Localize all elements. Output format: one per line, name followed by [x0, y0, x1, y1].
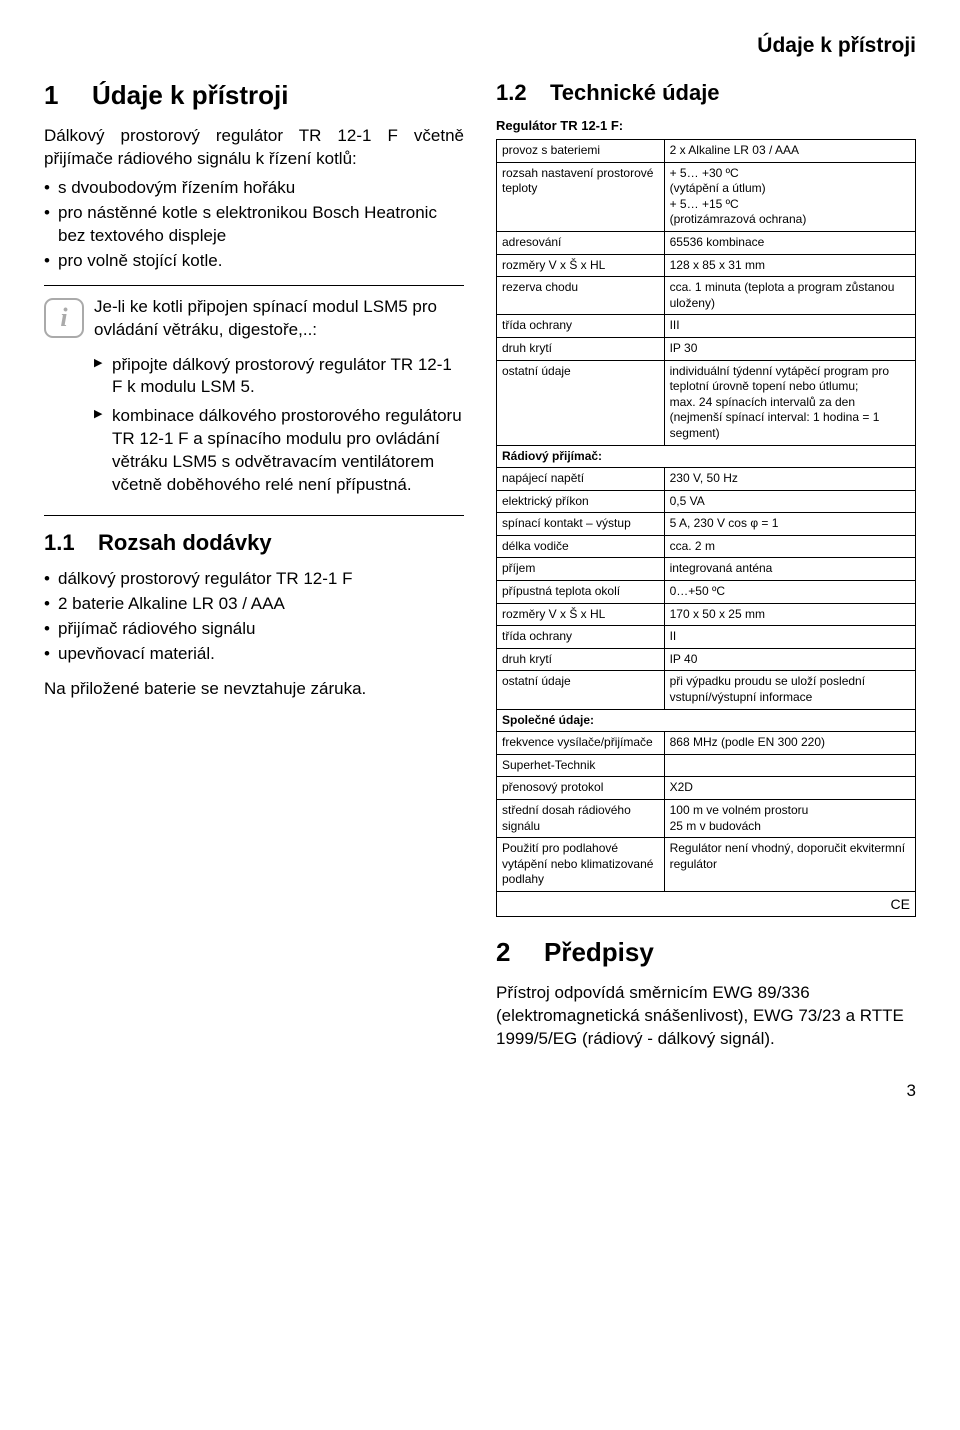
spec-section-header: Společné údaje:: [497, 709, 916, 732]
spec-value: 5 A, 230 V cos φ = 1: [664, 513, 915, 536]
list-item: s dvoubodovým řízením hořáku: [44, 177, 464, 200]
spec-key: adresování: [497, 231, 665, 254]
spec-key: přenosový protokol: [497, 777, 665, 800]
spec-value: cca. 2 m: [664, 535, 915, 558]
spec-key: přípustná teplota okolí: [497, 581, 665, 604]
delivery-list: dálkový prostorový regulátor TR 12-1 F 2…: [44, 568, 464, 666]
spec-key: rezerva chodu: [497, 277, 665, 315]
spec-key: rozměry V x Š x HL: [497, 254, 665, 277]
spec-key: ostatní údaje: [497, 360, 665, 445]
section-1-2-heading: 1.2 Technické údaje: [496, 80, 916, 106]
section-number: 1: [44, 80, 92, 111]
spec-value: 0,5 VA: [664, 490, 915, 513]
spec-value: 65536 kombinace: [664, 231, 915, 254]
list-item: pro nástěnné kotle s elektronikou Bosch …: [44, 202, 464, 248]
spec-value: 868 MHz (podle EN 300 220): [664, 732, 915, 755]
spec-value: X2D: [664, 777, 915, 800]
info-body: Je-li ke kotli připojen spínací modul LS…: [94, 296, 464, 504]
section-number: 1.2: [496, 80, 550, 106]
info-paragraph: Je-li ke kotli připojen spínací modul LS…: [94, 296, 464, 342]
spec-section-header: Rádiový přijímač:: [497, 445, 916, 468]
section-number: 2: [496, 937, 544, 968]
section-1-1-heading: 1.1 Rozsah dodávky: [44, 530, 464, 556]
spec-value: 100 m ve volném prostoru 25 m v budovách: [664, 800, 915, 838]
spec-key: délka vodiče: [497, 535, 665, 558]
spec-key: druh krytí: [497, 648, 665, 671]
spec-value: cca. 1 minuta (teplota a program zůstano…: [664, 277, 915, 315]
spec-key: Použití pro podlahové vytápění nebo klim…: [497, 838, 665, 892]
intro-paragraph: Dálkový prostorový regulátor TR 12-1 F v…: [44, 125, 464, 171]
spec-key: frekvence vysílače/přijímače: [497, 732, 665, 755]
spec-key: rozsah nastavení prostorové teploty: [497, 162, 665, 231]
spec-value: [664, 754, 915, 777]
spec-value: III: [664, 315, 915, 338]
spec-value: 2 x Alkaline LR 03 / AAA: [664, 140, 915, 163]
spec-value: integrovaná anténa: [664, 558, 915, 581]
page-number: 3: [44, 1081, 916, 1101]
info-callout: i Je-li ke kotli připojen spínací modul …: [44, 285, 464, 517]
list-item: pro volně stojící kotle.: [44, 250, 464, 273]
list-item: připojte dálkový prostorový regulátor TR…: [94, 354, 464, 400]
section-2-heading: 2 Předpisy: [496, 937, 916, 968]
running-header: Údaje k přístroji: [44, 34, 916, 58]
info-icon: i: [44, 298, 84, 338]
spec-value: 0…+50 ºC: [664, 581, 915, 604]
spec-key: druh krytí: [497, 337, 665, 360]
left-column: 1 Údaje k přístroji Dálkový prostorový r…: [44, 80, 464, 1055]
spec-key: rozměry V x Š x HL: [497, 603, 665, 626]
spec-value: 128 x 85 x 31 mm: [664, 254, 915, 277]
intro-bullet-list: s dvoubodovým řízením hořáku pro nástěnn…: [44, 177, 464, 273]
right-column: 1.2 Technické údaje Regulátor TR 12-1 F:…: [496, 80, 916, 1055]
section-1-heading: 1 Údaje k přístroji: [44, 80, 464, 111]
list-item: dálkový prostorový regulátor TR 12-1 F: [44, 568, 464, 591]
spec-key: provoz s bateriemi: [497, 140, 665, 163]
section-title: Rozsah dodávky: [98, 530, 272, 556]
section-number: 1.1: [44, 530, 98, 556]
ce-mark: CE: [497, 891, 916, 916]
spec-value: individuální týdenní vytápěcí program pr…: [664, 360, 915, 445]
section-title: Technické údaje: [550, 80, 720, 106]
spec-value: IP 30: [664, 337, 915, 360]
spec-value: + 5… +30 ºC (vytápění a útlum) + 5… +15 …: [664, 162, 915, 231]
list-item: 2 baterie Alkaline LR 03 / AAA: [44, 593, 464, 616]
spec-key: napájecí napětí: [497, 468, 665, 491]
list-item: kombinace dálkového prostorového regulát…: [94, 405, 464, 497]
section-title: Předpisy: [544, 937, 654, 968]
regulations-paragraph: Přístroj odpovídá směrnicím EWG 89/336 (…: [496, 982, 916, 1051]
spec-key: elektrický příkon: [497, 490, 665, 513]
spec-subhead: Regulátor TR 12-1 F:: [496, 118, 916, 133]
list-item: upevňovací materiál.: [44, 643, 464, 666]
info-sub-list: připojte dálkový prostorový regulátor TR…: [94, 354, 464, 498]
spec-value: při výpadku proudu se uloží poslední vst…: [664, 671, 915, 709]
spec-value: 230 V, 50 Hz: [664, 468, 915, 491]
spec-value: Regulátor není vhodný, doporučit ekviter…: [664, 838, 915, 892]
spec-key: třída ochrany: [497, 315, 665, 338]
spec-value: II: [664, 626, 915, 649]
section-title: Údaje k přístroji: [92, 80, 289, 111]
spec-table: provoz s bateriemi2 x Alkaline LR 03 / A…: [496, 139, 916, 917]
spec-key: Superhet-Technik: [497, 754, 665, 777]
spec-value: IP 40: [664, 648, 915, 671]
spec-value: 170 x 50 x 25 mm: [664, 603, 915, 626]
list-item: přijímač rádiového signálu: [44, 618, 464, 641]
spec-key: střední dosah rádiového signálu: [497, 800, 665, 838]
spec-key: spínací kontakt – výstup: [497, 513, 665, 536]
spec-key: ostatní údaje: [497, 671, 665, 709]
spec-key: příjem: [497, 558, 665, 581]
spec-key: třída ochrany: [497, 626, 665, 649]
warranty-note: Na přiložené baterie se nevztahuje záruk…: [44, 678, 464, 701]
two-column-layout: 1 Údaje k přístroji Dálkový prostorový r…: [44, 80, 916, 1055]
